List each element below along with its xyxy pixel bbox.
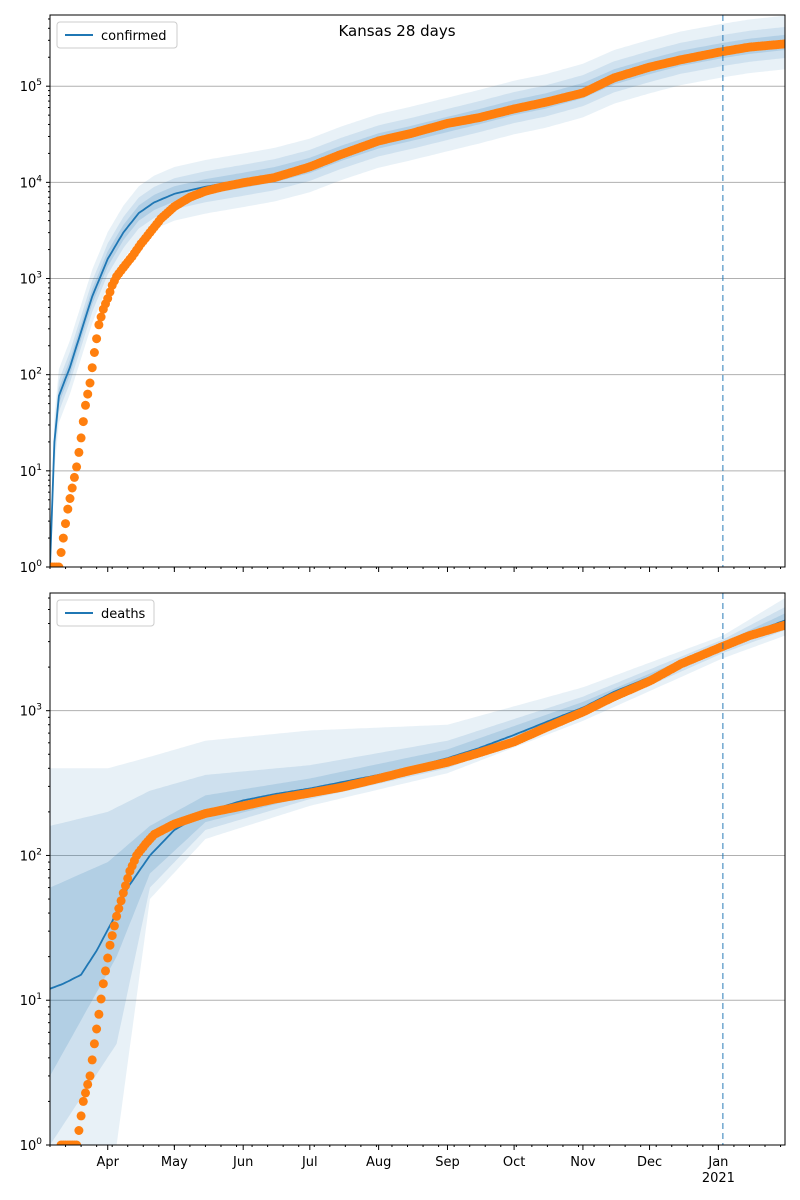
x-tick-label: Dec bbox=[637, 1155, 662, 1170]
legend-box bbox=[56, 599, 155, 627]
observed-point bbox=[65, 494, 75, 503]
x-tick-label: Apr bbox=[96, 1155, 119, 1170]
observed-point bbox=[123, 873, 133, 883]
observed-point bbox=[780, 39, 785, 49]
y-tick-label: 101 bbox=[20, 992, 42, 1009]
legend-label: deaths bbox=[101, 607, 146, 622]
y-tick-label: 100 bbox=[20, 1137, 43, 1154]
uncertainty-band-1 bbox=[50, 15, 785, 567]
observed-point bbox=[74, 447, 84, 457]
observed-point bbox=[76, 1111, 86, 1121]
observed-point bbox=[92, 1024, 102, 1034]
observed-point bbox=[85, 1071, 95, 1081]
observed-point bbox=[85, 378, 95, 388]
observed-point bbox=[112, 911, 122, 921]
y-tick-label: 105 bbox=[20, 78, 42, 95]
observed-point bbox=[87, 363, 97, 373]
observed-point bbox=[103, 953, 113, 963]
legend-box bbox=[56, 21, 178, 49]
observed-point bbox=[54, 562, 64, 567]
x-tick-label: Aug bbox=[366, 1155, 391, 1170]
y-tick-label: 103 bbox=[20, 271, 42, 288]
observed-point bbox=[94, 320, 104, 330]
observed-point bbox=[83, 389, 93, 399]
y-tick-label: 103 bbox=[20, 703, 42, 720]
observed-point bbox=[83, 1079, 93, 1089]
observed-point bbox=[92, 334, 102, 344]
observed-point bbox=[78, 417, 88, 427]
plot-area bbox=[50, 598, 785, 1145]
observed-point bbox=[61, 519, 70, 529]
x-tick-label: Jul bbox=[301, 1155, 318, 1170]
observed-point bbox=[56, 548, 66, 557]
observed-point bbox=[96, 994, 106, 1004]
axes-frame bbox=[49, 14, 786, 568]
observed-point bbox=[63, 504, 73, 514]
observed-point bbox=[114, 904, 124, 913]
observed-point bbox=[118, 888, 128, 898]
observed-point bbox=[89, 348, 99, 357]
observed-point bbox=[101, 966, 110, 976]
observed-point bbox=[780, 620, 785, 630]
x-tick-label: Jun bbox=[232, 1155, 253, 1170]
observed-point bbox=[81, 400, 90, 410]
observed-point bbox=[81, 1088, 90, 1098]
observed-point bbox=[116, 896, 126, 906]
observed-point bbox=[69, 472, 79, 482]
x-tick-label: May bbox=[161, 1155, 188, 1170]
observed-point bbox=[96, 312, 106, 322]
x-tick-label: Nov bbox=[570, 1155, 596, 1170]
observed-point bbox=[78, 1096, 88, 1106]
legend-label: confirmed bbox=[101, 29, 167, 44]
observed-point bbox=[105, 940, 115, 950]
observed-point bbox=[72, 462, 82, 472]
observed-point bbox=[94, 1009, 104, 1019]
observed-point bbox=[89, 1039, 99, 1049]
observed-point bbox=[107, 931, 117, 941]
x-tick-label: Sep bbox=[435, 1155, 460, 1170]
plot-area bbox=[50, 15, 785, 567]
observed-point bbox=[98, 979, 108, 989]
y-tick-label: 101 bbox=[20, 463, 42, 480]
confirmed-panel: 100 101 102 103 104 105 confirmed bbox=[20, 14, 786, 576]
x-tick-label: Oct bbox=[503, 1155, 525, 1170]
observed-point bbox=[109, 921, 119, 931]
y-tick-label: 100 bbox=[20, 559, 43, 576]
observed-point bbox=[76, 433, 86, 443]
observed-point bbox=[121, 881, 130, 891]
observed-point bbox=[74, 1126, 84, 1135]
observed-point bbox=[67, 483, 77, 493]
figure-title: Kansas 28 days bbox=[338, 22, 455, 40]
y-tick-label: 102 bbox=[20, 847, 42, 864]
x-tick-label: Jan bbox=[707, 1155, 728, 1170]
y-tick-label: 102 bbox=[20, 367, 42, 384]
deaths-panel: 100 101 102 103 Apr May Jun Jul Aug Sep Oct Nov Dec J… bbox=[20, 592, 786, 1186]
observed-point bbox=[58, 533, 68, 543]
y-tick-label: 104 bbox=[20, 174, 43, 191]
observed-point bbox=[72, 1140, 82, 1145]
x-tick-sublabel: 2021 bbox=[702, 1171, 735, 1186]
observed-point bbox=[87, 1055, 97, 1065]
